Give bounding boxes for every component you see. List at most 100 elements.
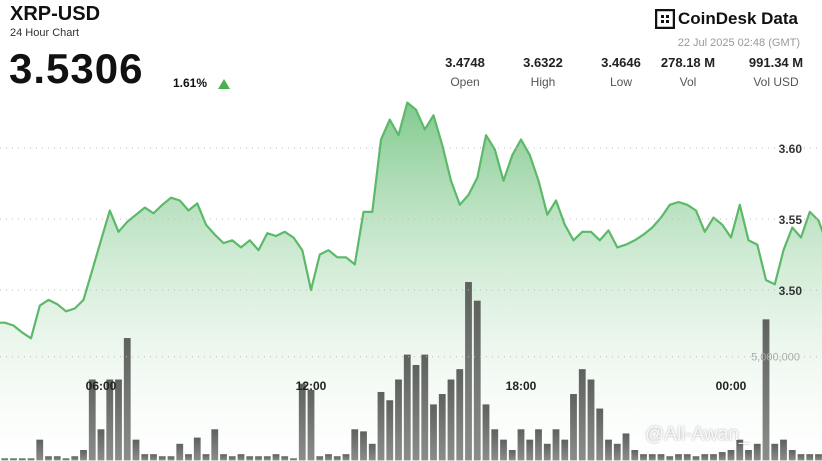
stat: 3.4748 Open — [425, 55, 505, 89]
volume-bar — [613, 443, 621, 461]
stat-value: 278.18 M — [660, 55, 716, 70]
volume-bar — [465, 282, 472, 461]
volume-bar — [692, 456, 700, 461]
volume-bar — [438, 394, 446, 461]
stat: 3.4646 Low — [581, 55, 661, 89]
volume-bar — [237, 454, 245, 461]
x-tick-label: 18:00 — [506, 379, 537, 393]
volume-bar — [185, 454, 192, 461]
volume-bar — [447, 379, 455, 461]
volume-bar — [718, 452, 726, 461]
volume-bar — [45, 456, 52, 461]
volume-bar — [578, 369, 586, 461]
y-tick-label: 3.60 — [779, 142, 803, 156]
volume-bar — [123, 338, 131, 461]
volume-bar — [561, 439, 569, 461]
volume-bar — [736, 439, 744, 461]
volume-bar — [281, 456, 289, 461]
volume-bar — [342, 454, 350, 461]
volume-bar — [132, 439, 140, 461]
volume-bar — [543, 443, 551, 461]
volume-bar — [158, 456, 166, 461]
volume-bar — [806, 454, 814, 461]
volume-bar — [771, 443, 779, 461]
volume-bar — [106, 379, 114, 461]
volume-bar — [535, 429, 542, 461]
volume-bar — [456, 369, 464, 461]
volume-bar — [18, 458, 26, 461]
price-line — [0, 101, 822, 340]
volume-bar — [395, 379, 402, 461]
volume-bar — [150, 454, 157, 461]
volume-bar — [167, 456, 175, 461]
volume-bar — [745, 450, 752, 461]
volume-bar — [640, 454, 647, 461]
stat-value: 3.4646 — [601, 55, 641, 70]
x-tick-label: 00:00 — [716, 379, 747, 393]
up-arrow — [218, 79, 230, 89]
volume-bar — [727, 450, 735, 461]
brand-logo — [655, 9, 675, 29]
volume-bar — [141, 454, 149, 461]
stat: 278.18 M Vol — [648, 55, 728, 89]
volume-bar — [631, 450, 639, 461]
volume-bar — [10, 458, 17, 461]
volume-bar — [97, 429, 105, 461]
price-area — [0, 102, 822, 461]
volume-bar — [570, 394, 577, 461]
volume-bar — [88, 379, 96, 461]
volume-bar — [473, 300, 481, 461]
y-tick-label: 3.50 — [779, 284, 803, 298]
volume-bar — [62, 458, 70, 461]
brand: CoinDesk Data — [678, 9, 798, 28]
volume-bar — [333, 456, 341, 461]
volume-bar — [605, 439, 612, 461]
volume-bar — [316, 456, 324, 461]
volume-bar — [368, 443, 376, 461]
volume-bar — [377, 391, 385, 461]
volume-bar — [36, 439, 44, 461]
volume-bar — [403, 354, 411, 461]
x-tick-label: 06:00 — [86, 379, 117, 393]
volume-bar — [412, 364, 420, 461]
volume-bar — [386, 400, 394, 461]
volume-bar — [552, 429, 560, 461]
stat-value: 3.6322 — [523, 55, 563, 70]
volume-bar — [228, 456, 236, 461]
volume-bar — [307, 389, 315, 461]
volume-bar — [246, 456, 254, 461]
volume-bar — [80, 450, 87, 461]
volume-bar — [780, 439, 787, 461]
volume-bar — [622, 433, 630, 461]
volume-bar — [115, 379, 122, 461]
volume-bar — [263, 456, 271, 461]
stat-label: Vol — [679, 75, 697, 89]
y-tick-label: 3.55 — [779, 213, 803, 227]
volume-bar — [657, 454, 665, 461]
volume-bar — [526, 439, 534, 461]
volume-bar — [202, 454, 210, 461]
volume-bar — [815, 454, 822, 461]
volume-bar — [648, 454, 656, 461]
volume-bar — [508, 450, 516, 461]
stat-value: 991.34 M — [748, 55, 804, 70]
volume-bar — [421, 354, 429, 461]
watermark: @Ali-Awan_ — [645, 424, 750, 445]
volume-bar — [517, 429, 525, 461]
volume-bar — [351, 429, 359, 461]
volume-bar — [710, 454, 717, 461]
volume-bar — [1, 458, 9, 461]
volume-bar — [762, 319, 770, 461]
volume-bar — [701, 454, 709, 461]
volume-bar — [430, 404, 437, 461]
change: 1.61% — [173, 76, 208, 90]
stat-label: Open — [450, 75, 480, 89]
volume-bar — [587, 379, 595, 461]
volume-bar — [193, 437, 201, 461]
volume-bar — [788, 450, 796, 461]
price: 3.5306 — [9, 45, 144, 92]
volume-bar — [666, 456, 674, 461]
timestamp: 22 Jul 2025 02:48 (GMT) — [677, 37, 800, 49]
